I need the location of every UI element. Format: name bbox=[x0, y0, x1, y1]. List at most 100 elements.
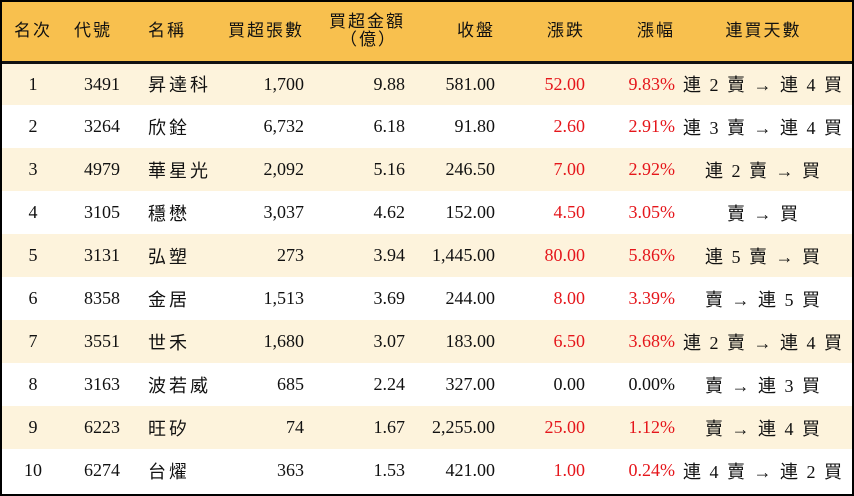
change-pct-cell: 2.91% bbox=[628, 116, 676, 136]
buy-streak-cell: 賣 → 連 4 買 bbox=[705, 418, 822, 439]
header-net-buy-lots: 買超張數 bbox=[228, 21, 304, 41]
buy-streak-cell: 賣 → 連 5 買 bbox=[705, 289, 822, 310]
rank-cell: 2 bbox=[28, 116, 38, 136]
stock-code-cell: 3105 bbox=[84, 202, 120, 222]
net-buy-amount-cell: 1.53 bbox=[373, 460, 406, 480]
net-buy-lots-cell: 273 bbox=[277, 245, 304, 265]
net-buy-lots-cell: 74 bbox=[286, 417, 304, 437]
stock-code-cell: 3163 bbox=[84, 374, 120, 394]
price-change-cell: 1.00 bbox=[553, 460, 586, 480]
table-row: 8 3163 波若威 685 2.24 327.00 0.00 0.00% 賣 … bbox=[2, 363, 852, 406]
net-buy-amount-cell: 3.69 bbox=[373, 288, 406, 308]
price-change-cell: 2.60 bbox=[553, 116, 586, 136]
price-change-cell: 52.00 bbox=[544, 73, 586, 94]
buy-streak-cell: 賣 → 連 3 買 bbox=[705, 375, 822, 396]
stock-name-cell: 台燿 bbox=[148, 461, 190, 482]
net-buy-lots-cell: 1,680 bbox=[263, 331, 305, 351]
stock-name-cell: 旺矽 bbox=[148, 418, 190, 439]
header-rank: 名次 bbox=[14, 21, 52, 41]
rank-cell: 3 bbox=[28, 159, 38, 179]
close-price-cell: 244.00 bbox=[445, 288, 496, 308]
table-row: 1 3491 昇達科 1,700 9.88 581.00 52.00 9.83%… bbox=[2, 62, 852, 105]
net-buy-lots-cell: 1,700 bbox=[263, 73, 305, 94]
table-row: 6 8358 金居 1,513 3.69 244.00 8.00 3.39% 賣… bbox=[2, 277, 852, 320]
stock-code-cell: 8358 bbox=[84, 288, 120, 308]
header-code: 代號 bbox=[74, 21, 112, 41]
net-buy-lots-cell: 685 bbox=[277, 374, 304, 394]
rank-cell: 5 bbox=[28, 245, 38, 265]
close-price-cell: 91.80 bbox=[454, 116, 496, 136]
net-buy-lots-cell: 1,513 bbox=[263, 288, 305, 308]
price-change-cell: 8.00 bbox=[553, 288, 586, 308]
stock-name-cell: 昇達科 bbox=[148, 75, 211, 96]
header-net-buy-amount-line2: （億） bbox=[340, 30, 397, 50]
price-change-cell: 25.00 bbox=[544, 417, 586, 437]
net-buy-amount-cell: 3.07 bbox=[373, 331, 406, 351]
rank-cell: 8 bbox=[28, 374, 38, 394]
table-row: 7 3551 世禾 1,680 3.07 183.00 6.50 3.68% 連… bbox=[2, 320, 852, 363]
change-pct-cell: 0.00% bbox=[628, 374, 676, 394]
buy-streak-cell: 連 4 賣 → 連 2 買 bbox=[683, 461, 844, 482]
header-close: 收盤 bbox=[457, 21, 495, 41]
rank-cell: 7 bbox=[28, 331, 38, 351]
stock-code-cell: 3491 bbox=[84, 73, 120, 94]
net-buy-lots-cell: 6,732 bbox=[263, 116, 305, 136]
net-buy-amount-cell: 4.62 bbox=[373, 202, 406, 222]
net-buy-lots-cell: 363 bbox=[277, 460, 304, 480]
change-pct-cell: 9.83% bbox=[628, 73, 676, 94]
header-net-buy-amount-line1: 買超金額 bbox=[329, 12, 405, 32]
change-pct-cell: 5.86% bbox=[628, 245, 676, 265]
net-buy-amount-cell: 2.24 bbox=[373, 374, 406, 394]
buy-streak-cell: 賣 → 買 bbox=[727, 203, 800, 224]
table-row: 9 6223 旺矽 74 1.67 2,255.00 25.00 1.12% 賣… bbox=[2, 406, 852, 449]
stock-code-cell: 6223 bbox=[84, 417, 120, 437]
change-pct-cell: 3.68% bbox=[628, 331, 676, 351]
rank-cell: 4 bbox=[28, 202, 38, 222]
change-pct-cell: 3.39% bbox=[628, 288, 676, 308]
close-price-cell: 1,445.00 bbox=[432, 245, 495, 265]
buy-streak-cell: 連 3 賣 → 連 4 買 bbox=[683, 117, 844, 138]
stock-name-cell: 波若威 bbox=[148, 375, 211, 396]
stock-name-cell: 弘塑 bbox=[148, 246, 190, 267]
rank-cell: 9 bbox=[28, 417, 38, 437]
net-buy-amount-cell: 1.67 bbox=[373, 417, 406, 437]
close-price-cell: 2,255.00 bbox=[432, 417, 495, 437]
net-buy-amount-cell: 5.16 bbox=[373, 159, 406, 179]
change-pct-cell: 1.12% bbox=[628, 417, 676, 437]
net-buy-lots-cell: 3,037 bbox=[263, 202, 305, 222]
stock-code-cell: 4979 bbox=[84, 159, 120, 179]
close-price-cell: 327.00 bbox=[445, 374, 496, 394]
rank-cell: 10 bbox=[24, 460, 42, 480]
price-change-cell: 4.50 bbox=[553, 202, 586, 222]
close-price-cell: 152.00 bbox=[445, 202, 496, 222]
close-price-cell: 421.00 bbox=[445, 460, 496, 480]
header-change-pct: 漲幅 bbox=[637, 21, 675, 41]
table-row: 4 3105 穩懋 3,037 4.62 152.00 4.50 3.05% 賣… bbox=[2, 191, 852, 234]
net-buy-amount-cell: 3.94 bbox=[373, 245, 406, 265]
stock-code-cell: 3551 bbox=[84, 331, 120, 351]
price-change-cell: 80.00 bbox=[544, 245, 586, 265]
close-price-cell: 581.00 bbox=[445, 73, 496, 94]
stock-name-cell: 穩懋 bbox=[148, 203, 190, 224]
stock-name-cell: 世禾 bbox=[148, 332, 190, 353]
buy-streak-cell: 連 2 賣 → 連 4 買 bbox=[683, 75, 844, 96]
price-change-cell: 6.50 bbox=[553, 331, 586, 351]
stock-name-cell: 欣銓 bbox=[148, 117, 190, 138]
close-price-cell: 246.50 bbox=[445, 159, 496, 179]
table-row: 5 3131 弘塑 273 3.94 1,445.00 80.00 5.86% … bbox=[2, 234, 852, 277]
header-net-buy-amount: 買超金額 （億） bbox=[304, 2, 405, 62]
net-buy-lots-cell: 2,092 bbox=[263, 159, 305, 179]
price-change-cell: 0.00 bbox=[553, 374, 586, 394]
table-row: 10 6274 台燿 363 1.53 421.00 1.00 0.24% 連 … bbox=[2, 449, 852, 492]
change-pct-cell: 0.24% bbox=[628, 460, 676, 480]
change-pct-cell: 2.92% bbox=[628, 159, 676, 179]
stock-code-cell: 6274 bbox=[84, 460, 120, 480]
table-header-row: 名次 代號 名稱 買超張數 買超金額 （億） 收盤 漲跌 漲幅 連買天數 bbox=[2, 2, 852, 62]
buy-streak-cell: 連 2 賣 → 買 bbox=[705, 160, 822, 181]
buy-streak-cell: 連 2 賣 → 連 4 買 bbox=[683, 332, 844, 353]
stock-name-cell: 華星光 bbox=[148, 160, 211, 181]
price-change-cell: 7.00 bbox=[553, 159, 586, 179]
header-change: 漲跌 bbox=[547, 21, 585, 41]
